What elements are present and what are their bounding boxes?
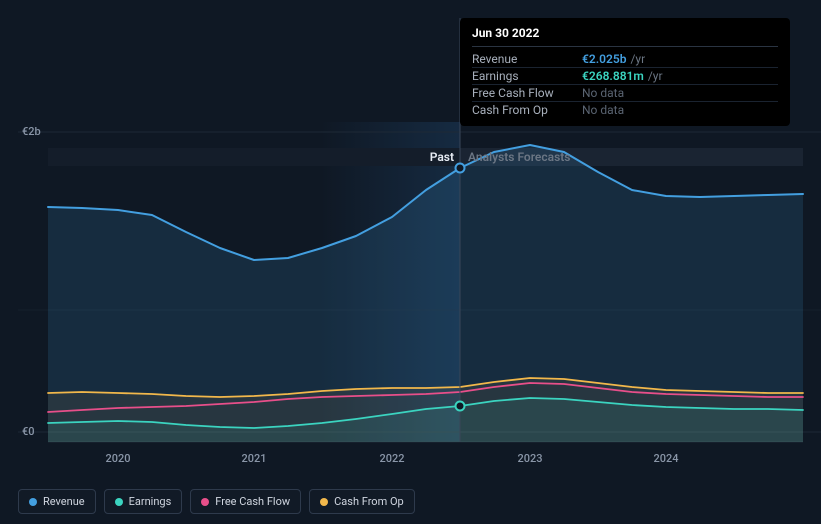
chart-legend: Revenue Earnings Free Cash Flow Cash From O…	[18, 489, 415, 514]
legend-item-revenue[interactable]: Revenue	[18, 489, 96, 514]
tooltip-row: Free Cash FlowNo data	[472, 85, 778, 102]
y-axis-tick-label: €2b	[22, 125, 41, 138]
legend-item-label: Revenue	[43, 495, 85, 508]
tooltip-row-value: €2.025b	[582, 52, 626, 66]
legend-dot-icon	[320, 498, 328, 506]
tooltip-row-label: Cash From Op	[472, 103, 582, 117]
tooltip-row: Cash From OpNo data	[472, 102, 778, 118]
legend-dot-icon	[115, 498, 123, 506]
legend-item-label: Earnings	[129, 495, 172, 508]
legend-dot-icon	[29, 498, 37, 506]
x-axis-tick-label: 2020	[105, 452, 130, 465]
chart-container: Past Analysts Forecasts Jun 30 2022 Reve…	[0, 0, 821, 524]
tooltip-row-value: No data	[582, 86, 624, 100]
chart-tooltip: Jun 30 2022 Revenue€2.025b/yrEarnings€26…	[460, 18, 790, 126]
legend-item-free_cash_flow[interactable]: Free Cash Flow	[190, 489, 301, 514]
tooltip-row-value: €268.881m	[582, 69, 644, 83]
tooltip-row-suffix: /yr	[630, 52, 645, 66]
y-axis-tick-label: €0	[22, 425, 35, 438]
tooltip-row: Earnings€268.881m/yr	[472, 68, 778, 85]
x-axis-tick-label: 2022	[379, 452, 404, 465]
forecast-period-label: Analysts Forecasts	[468, 150, 570, 164]
x-axis-tick-label: 2023	[517, 452, 542, 465]
legend-dot-icon	[201, 498, 209, 506]
past-period-label: Past	[430, 150, 454, 164]
tooltip-row-value: No data	[582, 103, 624, 117]
tooltip-row-label: Revenue	[472, 52, 582, 66]
x-axis-tick-label: 2024	[653, 452, 678, 465]
tooltip-row: Revenue€2.025b/yr	[472, 51, 778, 68]
tooltip-row-suffix: /yr	[648, 69, 663, 83]
legend-item-cash_from_op[interactable]: Cash From Op	[309, 489, 415, 514]
legend-item-earnings[interactable]: Earnings	[104, 489, 183, 514]
tooltip-row-label: Free Cash Flow	[472, 86, 582, 100]
legend-item-label: Cash From Op	[334, 495, 404, 508]
legend-item-label: Free Cash Flow	[215, 495, 290, 508]
x-axis-tick-label: 2021	[241, 452, 266, 465]
tooltip-date: Jun 30 2022	[472, 26, 778, 47]
tooltip-row-label: Earnings	[472, 69, 582, 83]
